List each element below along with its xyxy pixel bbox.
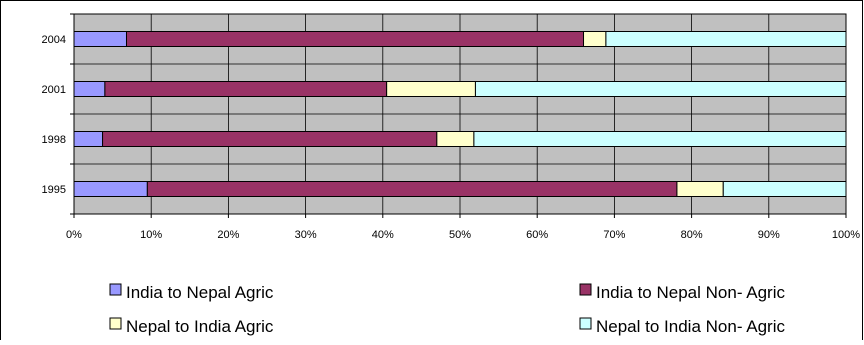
bar-segment-2001-s0 [73,81,106,97]
x-tick-label: 60% [526,229,548,241]
y-tick-label: 2001 [42,84,66,96]
y-axis-ticks: 2004 2001 1998 1995 [42,13,74,215]
bar-segment-1995-s2 [676,181,724,197]
x-axis-ticks: 0% 10% 20% 30% 40% 50% 60% 70% 80% 90% 100% [66,214,860,241]
bar-segment-1995-s1 [146,181,678,197]
x-tick-label: 20% [217,229,239,241]
bar-segment-2004-s3 [605,31,847,47]
bar-segment-2004-s1 [125,31,585,47]
x-tick-label: 80% [681,229,703,241]
bar-segment-1998-s2 [436,131,475,147]
x-tick-label: 10% [140,229,162,241]
x-tick-label: 40% [372,229,394,241]
x-tick-label: 100% [832,229,860,241]
y-tick-label: 2004 [42,34,66,46]
bar-segment-2004-s0 [73,31,127,47]
bar-segment-2004-s2 [583,31,607,47]
x-tick-label: 70% [603,229,625,241]
bar-segment-1998-s3 [473,131,847,147]
y-tick-label: 1998 [42,134,66,146]
legend-label: India to Nepal Agric [126,283,274,302]
bar-segment-1998-s1 [102,131,438,147]
x-tick-label: 50% [449,229,471,241]
legend-swatch [109,283,122,296]
bar-segment-2001-s3 [474,81,847,97]
legend-label: India to Nepal Non- Agric [596,283,785,302]
bar-segment-2001-s2 [386,81,476,97]
legend-label: Nepal to India Agric [126,317,274,336]
x-tick-label: 90% [758,229,780,241]
legend: India to Nepal Agric India to Nepal Non- … [109,283,785,336]
bar-segment-1995-s0 [73,181,148,197]
legend-swatch [579,283,592,296]
bar-segment-2001-s1 [104,81,388,97]
y-tick-label: 1995 [42,184,66,196]
bar-layer [73,31,847,197]
legend-label: Nepal to India Non- Agric [596,317,785,336]
x-tick-label: 0% [66,229,82,241]
bar-segment-1995-s3 [722,181,847,197]
x-tick-label: 30% [295,229,317,241]
bar-segment-1998-s0 [73,131,104,147]
legend-swatch [579,317,592,330]
legend-swatch [109,317,122,330]
